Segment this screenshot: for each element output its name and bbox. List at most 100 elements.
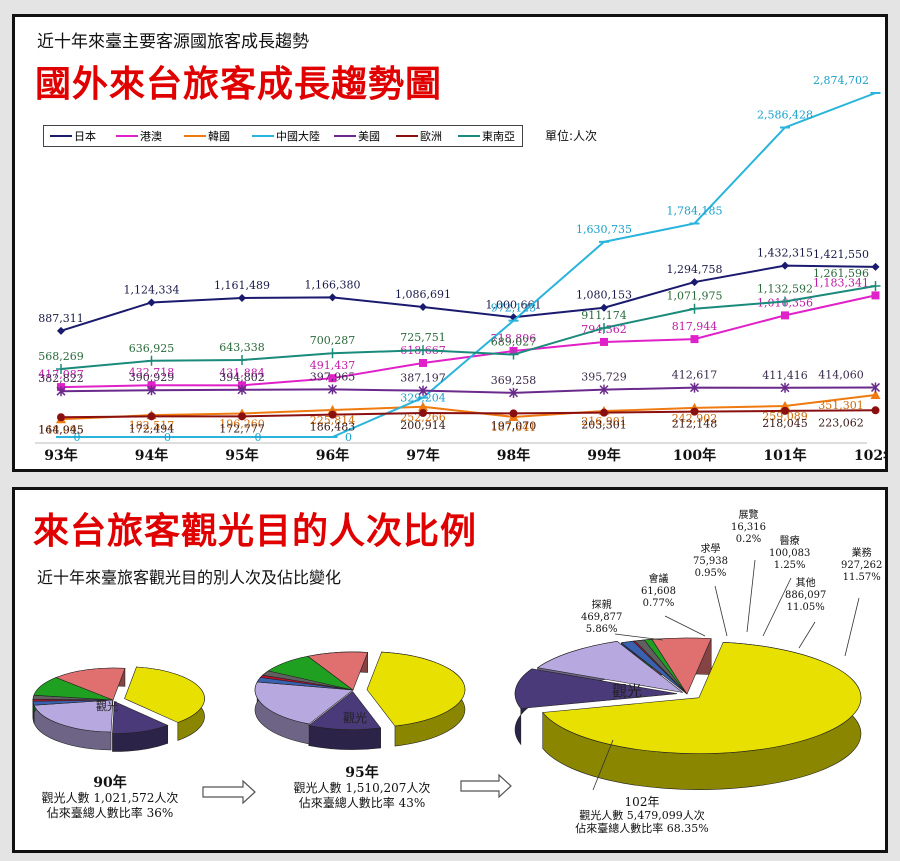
slice-count: 469,877 (581, 612, 623, 623)
data-point (237, 355, 247, 366)
series-line (60, 264, 876, 332)
data-label: 395,729 (581, 371, 627, 384)
data-label: 414,060 (818, 368, 864, 381)
slice-name: 探親 (591, 600, 612, 611)
data-label: 1,124,334 (124, 283, 180, 296)
data-label: 382,822 (38, 372, 84, 385)
pie-slice-label: 觀光 (96, 699, 118, 713)
legend-swatch (116, 135, 138, 137)
data-point (600, 408, 608, 417)
data-label: 1,784,185 (667, 204, 723, 217)
x-tick-label: 94年 (135, 447, 168, 464)
series-line (60, 409, 876, 419)
slice-label-展覽: 展覽 16,316 0.2% (731, 510, 766, 546)
data-label: 1,071,975 (667, 290, 723, 303)
pie-slice (514, 668, 678, 709)
slice-count: 61,608 (641, 586, 676, 597)
data-label: 0 (74, 431, 81, 444)
legend-swatch (458, 135, 480, 137)
legend-label: 東南亞 (482, 130, 515, 143)
data-point (781, 261, 789, 270)
data-point (508, 349, 519, 360)
pie-caption-90: 90年 觀光人數 1,021,572人次 佔來臺總人數比率 36% (25, 776, 195, 821)
data-label: 329,204 (400, 392, 446, 405)
legend-item: 港澳 (116, 128, 162, 144)
slice-name: 會議 (648, 574, 669, 585)
slice-count: 16,316 (731, 522, 766, 533)
pie-slice (651, 637, 712, 695)
data-label: 197,070 (491, 419, 537, 432)
data-label: 0 (255, 431, 262, 444)
data-point (780, 296, 790, 307)
legend-label: 歐洲 (420, 130, 442, 143)
data-label: 196,260 (219, 418, 265, 431)
legend-label: 港澳 (140, 130, 162, 143)
chart-title: 國外來台旅客成長趨勢圖 (35, 64, 443, 105)
data-label: 1,432,315 (757, 247, 813, 260)
data-label: 725,751 (400, 331, 446, 344)
leader-line (798, 621, 816, 649)
slice-name: 其他 (795, 578, 816, 589)
data-point (780, 382, 790, 393)
slice-count: 927,262 (841, 560, 883, 571)
data-point (56, 363, 66, 374)
pie-slice (33, 699, 114, 733)
data-point (418, 385, 428, 396)
pie-slice-label: 觀光 (343, 711, 367, 725)
data-label: 1,161,489 (214, 279, 270, 292)
data-point (690, 335, 699, 344)
data-point (328, 410, 337, 419)
data-point (328, 374, 337, 383)
pie-slice (536, 640, 684, 693)
caption-line2: 佔來臺總人數比率 68.35% (575, 822, 709, 835)
data-point (419, 302, 427, 311)
leader-line (844, 597, 860, 657)
x-tick-label: 102年 (854, 447, 885, 464)
x-tick-label: 99年 (587, 447, 620, 464)
data-point (781, 311, 789, 320)
legend-item: 東南亞 (458, 128, 515, 144)
caption-line2: 佔來臺總人數比率 43% (298, 796, 426, 810)
data-label: 411,416 (762, 369, 808, 382)
data-label: 390,929 (129, 371, 175, 384)
legend-swatch (396, 135, 418, 137)
data-point (238, 412, 246, 421)
x-tick-label: 95年 (225, 447, 258, 464)
legend-swatch (252, 135, 274, 137)
data-label: 2,586,428 (757, 108, 813, 121)
data-label: 911,174 (581, 309, 627, 322)
data-label: 1,166,380 (305, 278, 361, 291)
slice-pct: 11.57% (842, 572, 881, 583)
line-chart: 93年 94年 95年 96年 97年 98年 99年 100年 101年 102年 887,311… (35, 74, 885, 464)
data-point (146, 385, 157, 396)
data-label: 1,630,735 (576, 223, 632, 236)
caption-year: 95年 (345, 765, 379, 781)
data-label: 172,494 (129, 422, 175, 435)
pie-slice (112, 701, 169, 734)
slice-label-求學: 求學 75,938 0.95% (693, 544, 728, 580)
data-label: 369,258 (491, 374, 537, 387)
data-point (147, 381, 156, 390)
data-label: 186,483 (310, 421, 356, 434)
legend-label: 美國 (358, 130, 380, 143)
slice-count: 886,097 (785, 590, 827, 601)
data-label: 1,086,691 (395, 288, 451, 301)
x-tick-label: 96年 (316, 447, 349, 464)
data-point (327, 348, 338, 359)
data-point (418, 401, 428, 411)
purpose-pie-panel: 來台旅客觀光目的人次比例 近十年來臺旅客觀光目的別人次及佔比變化 觀光 觀光 觀光 … (12, 487, 888, 853)
data-label: 167,641 (491, 421, 537, 434)
data-label: 394,802 (219, 371, 265, 384)
series-line (60, 386, 876, 394)
data-point (600, 337, 608, 346)
caption-line2: 佔來臺總人數比率 36% (46, 806, 174, 820)
data-point (871, 262, 880, 271)
data-point (508, 387, 519, 398)
slice-name: 業務 (851, 548, 872, 559)
data-point (599, 322, 609, 333)
slice-label-業務: 業務 927,262 11.57% (841, 548, 882, 584)
data-point (238, 294, 246, 303)
slice-label-其他: 其他 886,097 11.05% (785, 578, 826, 614)
data-label: 1,294,758 (667, 263, 723, 276)
arrow-icon (460, 773, 512, 799)
